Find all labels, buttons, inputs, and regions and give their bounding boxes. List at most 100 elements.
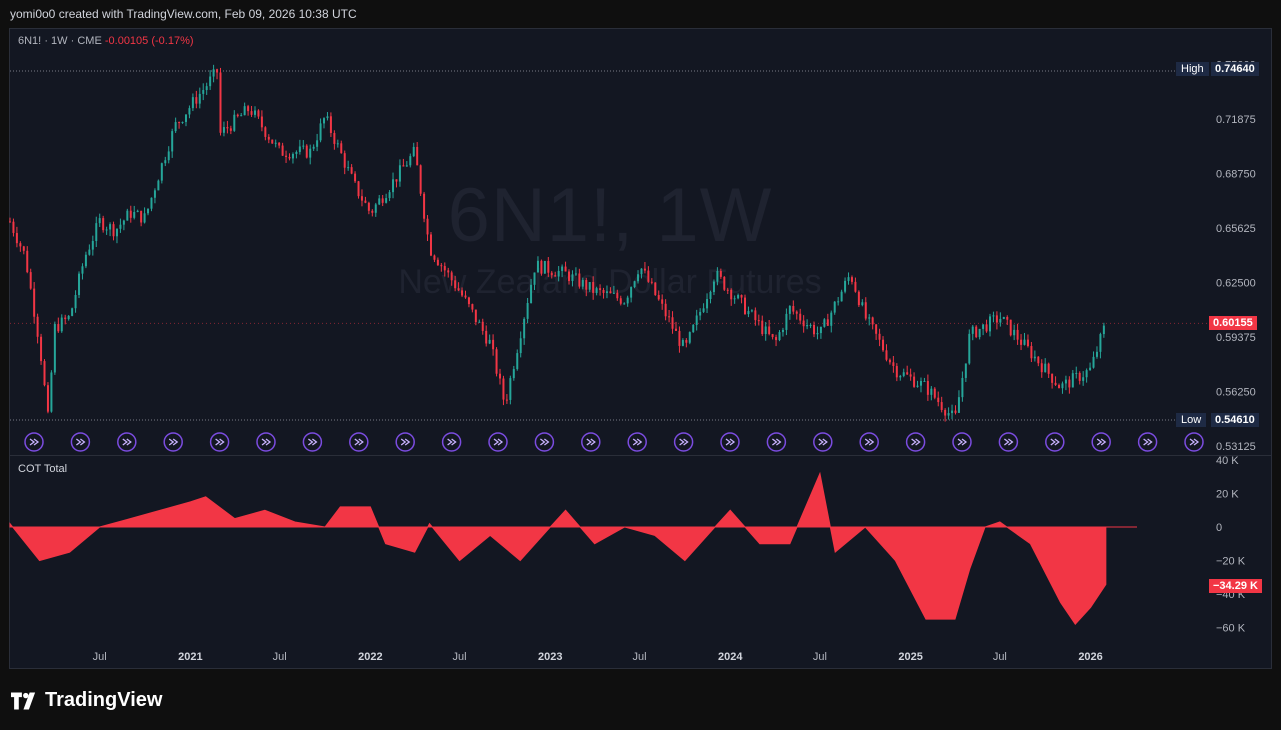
low-label: Low [1176, 413, 1207, 427]
candle-body [274, 142, 277, 144]
dividend-arrow-icon [859, 432, 879, 452]
candle-body [402, 165, 405, 167]
candle-body [809, 324, 812, 326]
candle-body [823, 319, 826, 327]
candle-body [913, 376, 916, 387]
candle-body [229, 128, 232, 131]
candle-body [257, 110, 260, 117]
candle-body [88, 249, 91, 255]
candle-body [240, 115, 243, 117]
author-line: yomi0o0 created with TradingView.com, Fe… [10, 7, 357, 21]
candle-body [71, 308, 74, 316]
candle-body [305, 145, 308, 158]
candle-body [989, 316, 991, 332]
dividend-arrow-glyph [400, 438, 411, 446]
candle-body [205, 86, 208, 91]
price-axis-tick: 0.68750 [1216, 169, 1256, 181]
candle-body [923, 380, 926, 382]
dividend-arrow-icon [673, 432, 694, 452]
candle-body [968, 333, 971, 364]
candle-body [840, 291, 843, 302]
candle-body [191, 97, 194, 109]
symbol-legend[interactable]: 6N1! · 1W · CME -0.00105 (-0.17%) [18, 35, 194, 47]
candle-body [264, 127, 267, 137]
candle-body [643, 268, 646, 271]
dividend-arrow-glyph [308, 438, 318, 446]
candle-body [706, 299, 709, 309]
candle-body [854, 281, 857, 292]
candle-body [84, 254, 87, 267]
ticker: 6N1! [18, 35, 42, 47]
dividend-arrow-glyph [911, 438, 921, 446]
candle-body [895, 366, 898, 378]
cot-indicator-title[interactable]: COT Total [18, 463, 68, 475]
candle-body [554, 275, 557, 277]
candle-body [888, 359, 891, 363]
candle-body [15, 232, 18, 244]
candle-body [478, 321, 481, 323]
candle-body [605, 291, 608, 293]
candle-body [40, 336, 43, 362]
dividend-arrow-glyph [122, 438, 132, 446]
candle-body [1051, 373, 1054, 383]
candle-body [775, 337, 778, 341]
time-axis-label: 2024 [718, 651, 743, 663]
candle-body [509, 378, 512, 400]
candle-body [347, 167, 350, 169]
candle-body [160, 163, 163, 181]
candle-body [464, 295, 467, 298]
candle-body [788, 305, 791, 314]
candle-body [354, 173, 357, 182]
candle-body [454, 280, 457, 289]
candle-body [806, 325, 809, 327]
candle-body [105, 229, 108, 231]
time-axis-label: Jul [93, 651, 107, 663]
tradingview-logo-icon [11, 691, 36, 710]
tradingview-logo[interactable]: TradingView [11, 689, 162, 712]
candle-body [933, 388, 936, 398]
candle-body [395, 179, 398, 182]
candle-body [716, 271, 719, 282]
candle-body [326, 116, 329, 119]
candle-body [1023, 339, 1026, 345]
dividend-arrow-icon [905, 432, 926, 452]
candle-body [864, 302, 867, 319]
dividend-arrow-glyph [29, 438, 40, 446]
dividend-arrow-icon [534, 432, 555, 452]
candle-body [1085, 370, 1088, 378]
candle-body [295, 151, 298, 155]
candle-body [184, 114, 187, 122]
dividend-arrow-icon [256, 432, 276, 452]
candle-body [574, 273, 577, 275]
candle-body [78, 273, 81, 295]
candle-body [833, 301, 836, 313]
candle-body [302, 145, 305, 147]
candle-body [1044, 363, 1047, 373]
dividend-arrow-glyph [1189, 438, 1200, 446]
candle-body [9, 221, 11, 223]
price-axis-tick: 0.65625 [1216, 223, 1256, 235]
candle-body [488, 339, 491, 344]
candle-body [816, 333, 819, 335]
candle-body [467, 297, 470, 305]
dividend-arrow-glyph [1096, 438, 1107, 446]
candle-body [964, 363, 967, 378]
dividend-arrow-icon [302, 432, 323, 452]
candle-body [875, 324, 878, 334]
candle-body [871, 317, 874, 325]
candle-body [281, 145, 284, 156]
candle-body [461, 290, 464, 296]
candle-body [409, 156, 412, 166]
candle-body [892, 362, 895, 367]
candle-body [367, 202, 370, 211]
pane-divider[interactable] [10, 455, 1271, 456]
candle-body [178, 122, 181, 124]
candle-body [830, 312, 833, 326]
dividend-arrow-glyph [493, 438, 504, 446]
candle-body [343, 153, 346, 168]
candle-body [771, 334, 774, 338]
candle-body [285, 155, 288, 158]
candle-body [536, 260, 539, 273]
candle-body [153, 190, 156, 198]
